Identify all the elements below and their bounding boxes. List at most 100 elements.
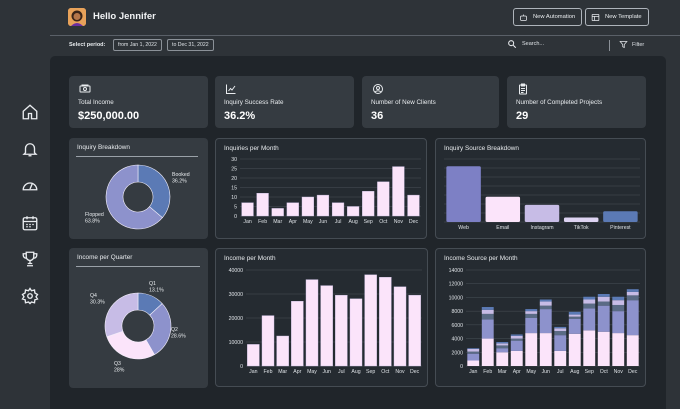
home-icon[interactable] [21, 103, 39, 121]
bar-segment [612, 304, 625, 312]
x-tick-label: Sep [366, 369, 375, 375]
bar-segment [525, 311, 538, 314]
bar [446, 166, 481, 222]
x-tick-label: Jun [542, 369, 550, 375]
bar [271, 208, 284, 217]
trophy-icon[interactable] [21, 250, 39, 268]
bell-icon[interactable] [21, 140, 39, 158]
bar-segment [510, 334, 523, 336]
new-automation-label: New Automation [533, 14, 576, 20]
income-per-month-chart: 0 10000 20000 30000 40000 Jan Feb Mar Apr May Jun J… [229, 268, 422, 375]
clipboard-icon [517, 82, 529, 95]
bar-segment [510, 340, 523, 351]
filter-bar: Select period: from Jan 1, 2022 to Dec 3… [50, 37, 680, 55]
date-to-chip[interactable]: to Dec 31, 2022 [167, 39, 214, 51]
x-tick-label: Oct [379, 219, 388, 225]
bar [347, 206, 360, 217]
divider [609, 40, 610, 51]
bar [256, 193, 269, 217]
pie-label: Booked [172, 172, 190, 178]
bar [320, 285, 333, 367]
pie-value-label: 30.3% [90, 300, 105, 306]
new-automation-button[interactable]: New Automation [513, 8, 583, 26]
x-tick-label: Aug [349, 219, 358, 225]
bar-segment [612, 333, 625, 366]
kpi-card-completed-projects[interactable]: Number of Completed Projects 29 [507, 76, 646, 128]
pie-slice [104, 292, 139, 338]
kpi-card-inquiry-success-rate[interactable]: Inquiry Success Rate 36.2% [215, 76, 354, 128]
bar [485, 196, 521, 222]
header: Hello Jennifer New Automation New Templa… [50, 0, 680, 36]
chart-title: Inquiry Source Breakdown [444, 145, 519, 152]
bar [392, 166, 405, 217]
y-tick-label: 10000 [449, 295, 464, 301]
bar [261, 315, 275, 367]
bar-segment [626, 300, 639, 336]
bar [276, 335, 289, 367]
date-from-chip[interactable]: from Jan 1, 2022 [113, 39, 162, 51]
search-box [507, 39, 592, 49]
y-tick-label: 12000 [449, 282, 464, 288]
bar-segment [539, 301, 552, 306]
bar-segment [510, 350, 523, 366]
filter-icon [619, 41, 628, 49]
bar [335, 295, 348, 367]
pie-slice [137, 164, 171, 219]
x-tick-label: Dec [410, 369, 420, 375]
bar-segment [597, 331, 610, 366]
inquiries-per-month-chart: 0 5 10 15 20 25 30 Jan Feb Mar Apr May Jun Jul Aug Sep O… [231, 157, 421, 225]
calendar-icon[interactable] [21, 214, 39, 232]
bar-segment [481, 319, 494, 339]
pie-value-label: 13.1% [149, 288, 164, 294]
bar-segment [597, 294, 610, 297]
y-tick-label: 40000 [229, 268, 244, 274]
bar-segment [626, 335, 639, 366]
kpi-value: 36.2% [224, 110, 256, 122]
gauge-icon[interactable] [21, 177, 39, 195]
kpi-card-new-clients[interactable]: Number of New Clients 36 [362, 76, 499, 128]
avatar[interactable] [68, 8, 86, 26]
greeting: Hello Jennifer [93, 11, 156, 22]
x-tick-label: Web [458, 225, 469, 231]
y-tick-label: 8000 [451, 309, 463, 315]
y-tick-label: 5 [234, 205, 237, 211]
bar-segment [539, 309, 552, 334]
chart-up-icon [225, 82, 237, 94]
bar-segment [496, 342, 509, 344]
y-tick-label: 0 [240, 364, 243, 370]
kpi-label: Inquiry Success Rate [224, 99, 284, 106]
y-tick-label: 20 [231, 176, 237, 182]
chart-title: Income per Month [224, 255, 276, 262]
pie-slice [105, 164, 163, 230]
x-tick-label: Jan [249, 369, 257, 375]
bar-segment [510, 335, 523, 339]
kpi-label: Total Income [78, 99, 114, 106]
title-rule [76, 156, 198, 157]
bar-segment [496, 348, 509, 353]
x-tick-label: Sep [585, 369, 594, 375]
bar-segment [539, 299, 552, 302]
search-input[interactable] [522, 41, 592, 47]
new-template-button[interactable]: New Template [585, 8, 649, 26]
bar-segment [467, 351, 480, 354]
bar [603, 211, 638, 222]
bar-segment [568, 311, 581, 315]
bar [349, 298, 363, 367]
kpi-card-total-income[interactable]: Total Income $250,000.00 [69, 76, 208, 128]
kpi-value: 29 [516, 110, 529, 122]
template-icon [591, 13, 600, 21]
new-template-label: New Template [605, 14, 642, 20]
x-tick-label: May [526, 369, 536, 375]
x-tick-label: Dec [628, 369, 638, 375]
y-tick-label: 14000 [449, 268, 464, 274]
bar [379, 277, 392, 367]
robot-icon [520, 14, 527, 21]
pie-slice [106, 330, 155, 360]
kpi-label: Number of New Clients [371, 99, 436, 106]
income-per-quarter-card: Income per Quarter Q1 13.1% Q2 28.6% Q3 28% Q4… [69, 248, 208, 388]
x-tick-label: Oct [600, 369, 609, 375]
gear-icon[interactable] [21, 287, 39, 305]
y-tick-label: 10 [231, 195, 237, 201]
filter-button[interactable]: Filter [619, 40, 644, 49]
